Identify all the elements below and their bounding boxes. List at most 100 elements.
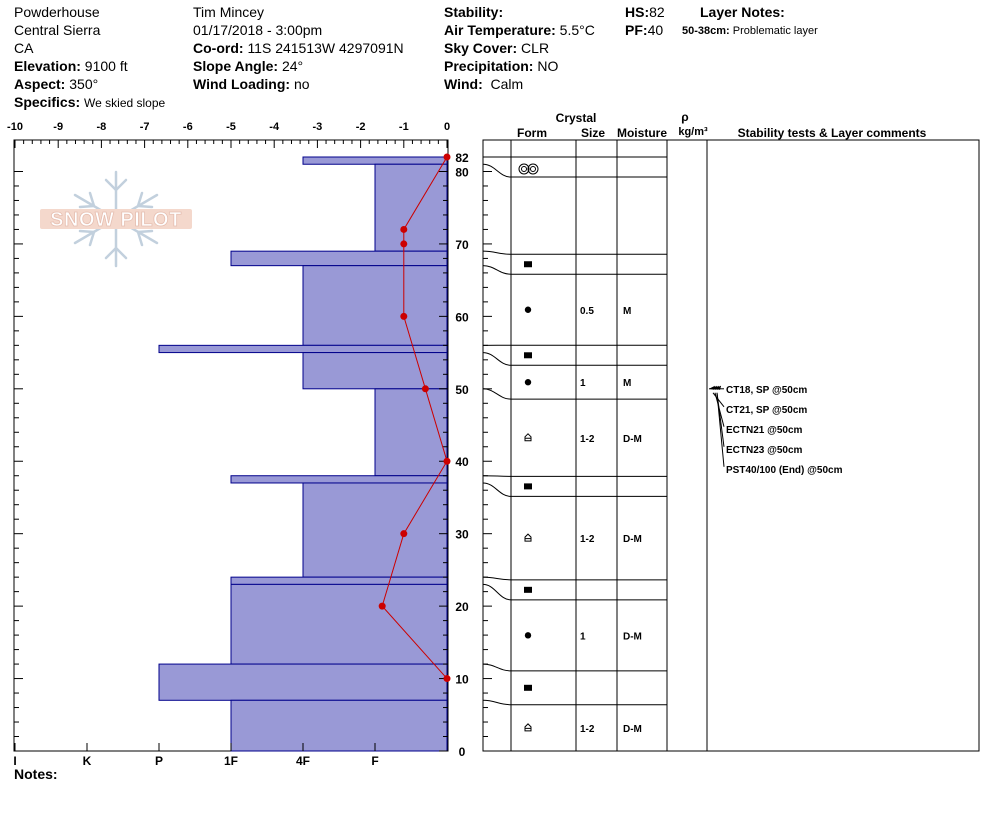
- square-icon: [524, 483, 532, 490]
- notes-row: Notes:: [14, 765, 58, 783]
- sky-value: CLR: [521, 40, 550, 56]
- hardness-bar-11: [158, 663, 448, 701]
- layer-size: 1: [580, 631, 586, 642]
- location: Powderhouse: [14, 4, 100, 20]
- temp-tick-label: -3: [313, 121, 323, 133]
- hardness-bar-10: [230, 583, 448, 665]
- stability-row: Stability:: [444, 3, 503, 21]
- observer: Tim Mincey: [193, 4, 265, 20]
- sky-label: Sky Cover:: [444, 40, 518, 56]
- height-tick-label: 50: [455, 383, 469, 397]
- layer-table-columns: [510, 140, 708, 751]
- logo-text: SNOW PILOT: [50, 209, 182, 231]
- layer-moisture: D-M: [623, 631, 642, 642]
- coord-value: 11S 241513W 4297091N: [247, 40, 404, 56]
- temp-tick-label: -1: [399, 121, 409, 133]
- precip-row: Precipitation: NO: [444, 57, 558, 75]
- temp-tick-label: -6: [183, 121, 193, 133]
- hardness-tick-label: K: [83, 754, 92, 768]
- specifics-value: We skied slope: [84, 96, 166, 110]
- aspect-row: Aspect: 350°: [14, 75, 98, 93]
- pf-value: 40: [647, 22, 664, 38]
- stability-test-label: PST40/100 (End) @50cm: [726, 465, 843, 476]
- hardness-tick-label: P: [155, 754, 163, 768]
- temp-tick-label: -7: [140, 121, 150, 133]
- temp-point: [443, 457, 451, 465]
- test-arrow: [712, 392, 725, 408]
- temp-point: [443, 153, 451, 161]
- datetime: 01/17/2018 - 3:00pm: [193, 22, 323, 38]
- aspect-value: 350°: [69, 76, 99, 92]
- height-tick-label: 20: [455, 600, 469, 614]
- stability-tests: CT18, SP @50cm CT21, SP @50cm ECTN21 @50cm…: [709, 385, 843, 476]
- crystal-header: Crystal: [556, 111, 597, 125]
- stability-header: Stability tests & Layer comments: [738, 126, 927, 140]
- temp-point: [400, 312, 408, 320]
- layer-connector: [482, 482, 512, 497]
- layer-notes-row: Layer Notes:: [700, 3, 785, 21]
- size-header: Size: [581, 126, 605, 140]
- layer-moisture: M: [623, 306, 631, 317]
- hardness-tick-label: 1F: [224, 754, 238, 768]
- wind-loading-label: Wind Loading:: [193, 76, 291, 92]
- hardness-bar-12: [230, 699, 448, 752]
- temp-tick-label: -9: [53, 121, 63, 133]
- dot-icon: [524, 379, 532, 386]
- hardness-bar-9: [230, 576, 448, 585]
- hardness-bar-8: [302, 482, 448, 578]
- target-icon: [518, 163, 539, 175]
- layer-moisture: D-M: [623, 434, 642, 445]
- facet-icon: [524, 433, 532, 442]
- test-arrow: [716, 392, 725, 467]
- precip-label: Precipitation:: [444, 58, 534, 74]
- notes-label: Notes:: [14, 766, 58, 782]
- hardness-tick-label: F: [371, 754, 378, 768]
- layer-connector: [482, 250, 512, 255]
- hardness-bar-1: [374, 163, 448, 252]
- square-icon: [524, 684, 532, 691]
- layer-moisture: D-M: [623, 724, 642, 735]
- hardness-tick-label: 4F: [296, 754, 310, 768]
- state: CA: [14, 40, 34, 56]
- temp-tick-label: -5: [226, 121, 236, 133]
- snowpilot-logo: SNOW PILOT: [40, 170, 192, 268]
- stability-label: Stability:: [444, 4, 504, 20]
- hardness-axis: I K P 1F 4F F: [13, 743, 379, 768]
- specifics-row: Specifics: We skied slope: [14, 93, 165, 112]
- temp-tick-label: 0: [444, 121, 450, 133]
- hardness-bar-5: [302, 352, 448, 390]
- dot-icon: [524, 632, 532, 639]
- layer-connector: [482, 265, 512, 275]
- stability-test-label: CT21, SP @50cm: [726, 405, 807, 416]
- temp-tick-label: -10: [7, 121, 23, 133]
- arrow-head: [715, 385, 721, 390]
- hardness-bar-6: [374, 388, 448, 477]
- air-temp-row: Air Temperature: 5.5°C: [444, 21, 595, 39]
- form-header: Form: [517, 126, 547, 140]
- height-tick-label: 10: [455, 673, 469, 687]
- layer-size: 1-2: [580, 434, 595, 445]
- temp-point: [443, 675, 451, 683]
- layer-connector: [482, 475, 512, 477]
- square-icon: [524, 352, 532, 359]
- sky-row: Sky Cover: CLR: [444, 39, 549, 57]
- wind-loading-row: Wind Loading: no: [193, 75, 310, 93]
- height-tick-label: 82: [455, 151, 469, 165]
- temp-tick-label: -4: [269, 121, 280, 133]
- hardness-bar-0: [302, 156, 448, 165]
- temp-point: [421, 385, 429, 393]
- temp-point: [378, 602, 386, 610]
- square-icon: [524, 586, 532, 593]
- facet-icon: [524, 723, 532, 732]
- wind-row: Wind: Calm: [444, 75, 523, 93]
- specifics-label: Specifics:: [14, 94, 81, 110]
- height-tick-label: 70: [455, 238, 469, 252]
- layer-size: 0.5: [580, 306, 594, 317]
- density-unit-header: kg/m³: [678, 126, 708, 138]
- layer-table-header: Crystal Form Size Moisture ρ kg/m³ Stabi…: [517, 110, 927, 140]
- stability-test-label: ECTN23 @50cm: [726, 445, 803, 456]
- hardness-bar-7: [230, 475, 448, 484]
- rho-header: ρ: [681, 110, 688, 124]
